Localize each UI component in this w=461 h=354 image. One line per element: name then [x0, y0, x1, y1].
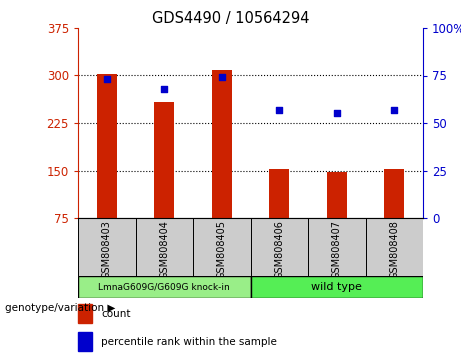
Point — [218, 75, 225, 80]
Text: GSM808404: GSM808404 — [159, 220, 169, 279]
Text: GSM808406: GSM808406 — [274, 220, 284, 279]
Bar — [97, 74, 117, 218]
Point — [333, 111, 340, 116]
Point — [390, 107, 398, 113]
Bar — [384, 169, 404, 218]
Point — [103, 76, 111, 82]
Text: count: count — [101, 309, 130, 319]
Point — [276, 107, 283, 113]
Text: GSM808408: GSM808408 — [389, 220, 399, 279]
Bar — [308, 218, 366, 276]
Bar — [193, 218, 250, 276]
Text: GDS4490 / 10564294: GDS4490 / 10564294 — [152, 11, 309, 25]
Text: wild type: wild type — [311, 282, 362, 292]
Text: GSM808407: GSM808407 — [332, 220, 342, 279]
Bar — [78, 304, 92, 323]
Bar — [78, 332, 92, 351]
Text: LmnaG609G/G609G knock-in: LmnaG609G/G609G knock-in — [98, 282, 230, 291]
Text: percentile rank within the sample: percentile rank within the sample — [101, 337, 277, 347]
Text: genotype/variation ▶: genotype/variation ▶ — [5, 303, 115, 313]
Bar — [212, 70, 232, 218]
Point — [160, 86, 168, 92]
Bar — [136, 218, 193, 276]
Bar — [327, 172, 347, 218]
Bar — [250, 218, 308, 276]
Bar — [366, 218, 423, 276]
Bar — [154, 102, 174, 218]
Bar — [78, 276, 250, 298]
Bar — [269, 169, 290, 218]
Text: GSM808403: GSM808403 — [102, 220, 112, 279]
Bar — [78, 218, 136, 276]
Text: GSM808405: GSM808405 — [217, 220, 227, 279]
Bar — [250, 276, 423, 298]
